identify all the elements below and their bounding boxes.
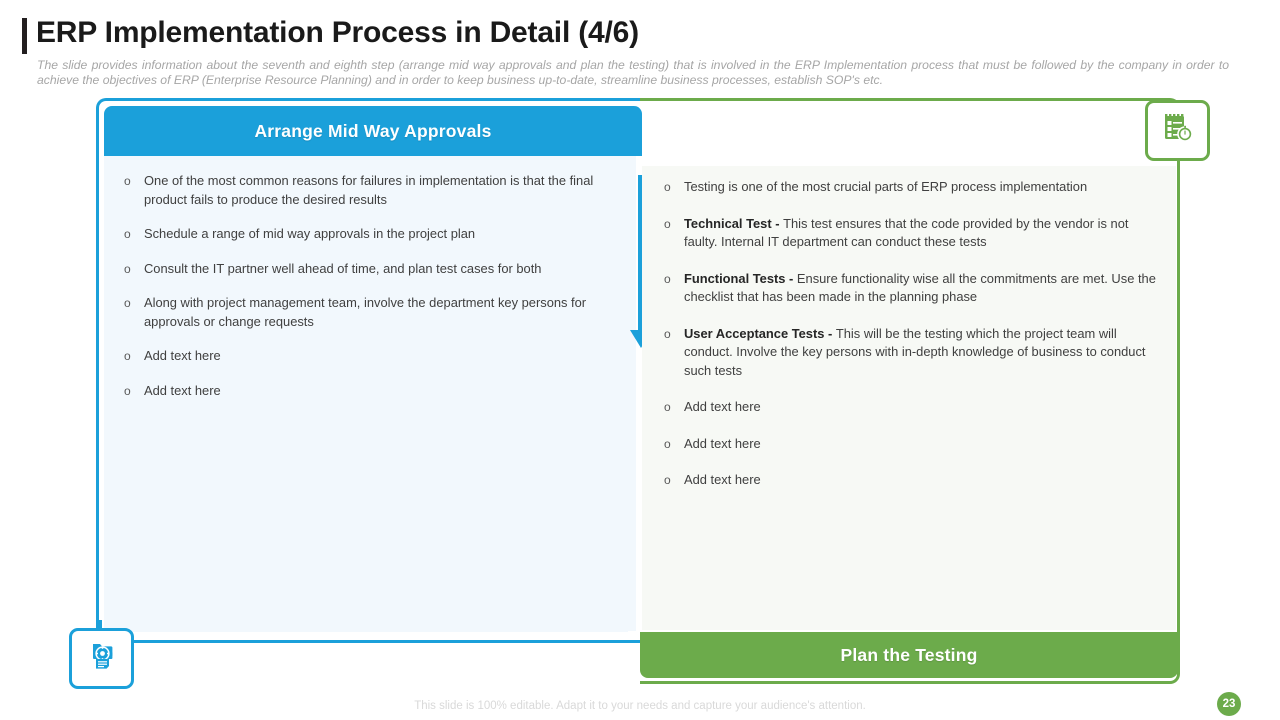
left-panel-bullet-list: o One of the most common reasons for fail…: [118, 172, 610, 400]
bullet-item: o Add text here: [658, 435, 1162, 454]
bullet-item: o Testing is one of the most crucial part…: [658, 178, 1162, 197]
left-panel-body: o One of the most common reasons for fail…: [104, 162, 628, 632]
slide-footer-note: This slide is 100% editable. Adapt it to…: [414, 700, 866, 712]
checklist-stopwatch-badge[interactable]: [1145, 100, 1210, 161]
right-panel-card: [642, 166, 1176, 630]
bullet-item: o Functional Tests - Ensure functionality…: [658, 270, 1162, 307]
page-number-badge: 23: [1217, 692, 1241, 716]
bullet-item: o Schedule a range of mid way approvals i…: [118, 225, 610, 244]
bullet-text: Ensure functionality wise all the commit…: [684, 270, 1156, 305]
left-panel-heading-label: Arrange Mid Way Approvals: [254, 120, 492, 141]
bullet-item: o Add text here: [118, 347, 610, 366]
bullet-item: o Add text here: [658, 398, 1162, 417]
page-title: ERP Implementation Process in Detail (4/…: [36, 16, 639, 49]
bullet-text: Consult the IT partner well ahead of tim…: [144, 260, 542, 276]
bullet-item: o User Acceptance Tests - This will be th…: [658, 325, 1162, 381]
bullet-text: This will be the testing which the proje…: [684, 325, 1146, 378]
bullet-marker-icon: o: [124, 174, 131, 188]
page-subtitle: The slide provides information about the…: [37, 58, 1229, 87]
bullet-text: Add text here: [684, 435, 761, 451]
bullet-marker-icon: o: [664, 473, 671, 487]
document-gear-icon: [85, 639, 119, 678]
document-gear-badge[interactable]: [69, 628, 134, 689]
bullet-text: Add text here: [684, 399, 761, 414]
left-panel-frame: [96, 98, 644, 643]
bullet-item: o One of the most common reasons for fail…: [118, 172, 610, 209]
right-panel-frame: [640, 98, 1180, 684]
bullet-marker-icon: o: [124, 261, 131, 276]
bullet-text: Add text here: [684, 472, 761, 487]
bullet-marker-icon: o: [664, 180, 671, 194]
right-panel-footer[interactable]: Plan the Testing: [640, 632, 1178, 678]
bullet-item: o Add text here: [118, 382, 610, 401]
checklist-stopwatch-icon: [1161, 111, 1195, 150]
right-panel-body: o Testing is one of the most crucial part…: [642, 170, 1176, 628]
bullet-marker-icon: o: [664, 436, 671, 451]
bullet-marker-icon: o: [664, 216, 671, 231]
bullet-text: Testing is one of the most crucial parts…: [684, 179, 1088, 194]
bullet-marker-icon: o: [124, 296, 131, 310]
bullet-item: o Consult the IT partner well ahead of ti…: [118, 260, 610, 279]
bullet-text: Add text here: [144, 382, 221, 398]
left-panel-header[interactable]: Arrange Mid Way Approvals: [104, 106, 642, 156]
bullet-marker-icon: o: [124, 349, 131, 363]
bullet-lead-label: User Acceptance Tests -: [684, 325, 836, 341]
right-panel-bullet-list: o Testing is one of the most crucial part…: [658, 178, 1162, 490]
right-panel-heading-label: Plan the Testing: [840, 644, 978, 665]
bullet-marker-icon: o: [124, 227, 131, 241]
bullet-marker-icon: o: [124, 383, 131, 398]
bullet-item: o Add text here: [658, 471, 1162, 490]
title-accent-bar: [22, 18, 27, 54]
bullet-text: This test ensures that the code provided…: [684, 215, 1129, 250]
bullet-text: Along with project management team, invo…: [144, 295, 587, 329]
bullet-marker-icon: o: [664, 271, 671, 286]
bullet-text: Schedule a range of mid way approvals in…: [144, 226, 476, 241]
bullet-marker-icon: o: [664, 326, 671, 341]
bullet-marker-icon: o: [664, 400, 671, 414]
bullet-text: Add text here: [144, 348, 221, 363]
arrow-shaft: [638, 175, 643, 338]
bullet-text: One of the most common reasons for failu…: [144, 173, 594, 207]
bullet-item: o Technical Test - This test ensures that…: [658, 215, 1162, 252]
bullet-lead-label: Technical Test -: [684, 215, 784, 231]
bullet-item: o Along with project management team, inv…: [118, 294, 610, 331]
bullet-lead-label: Functional Tests -: [684, 270, 797, 286]
